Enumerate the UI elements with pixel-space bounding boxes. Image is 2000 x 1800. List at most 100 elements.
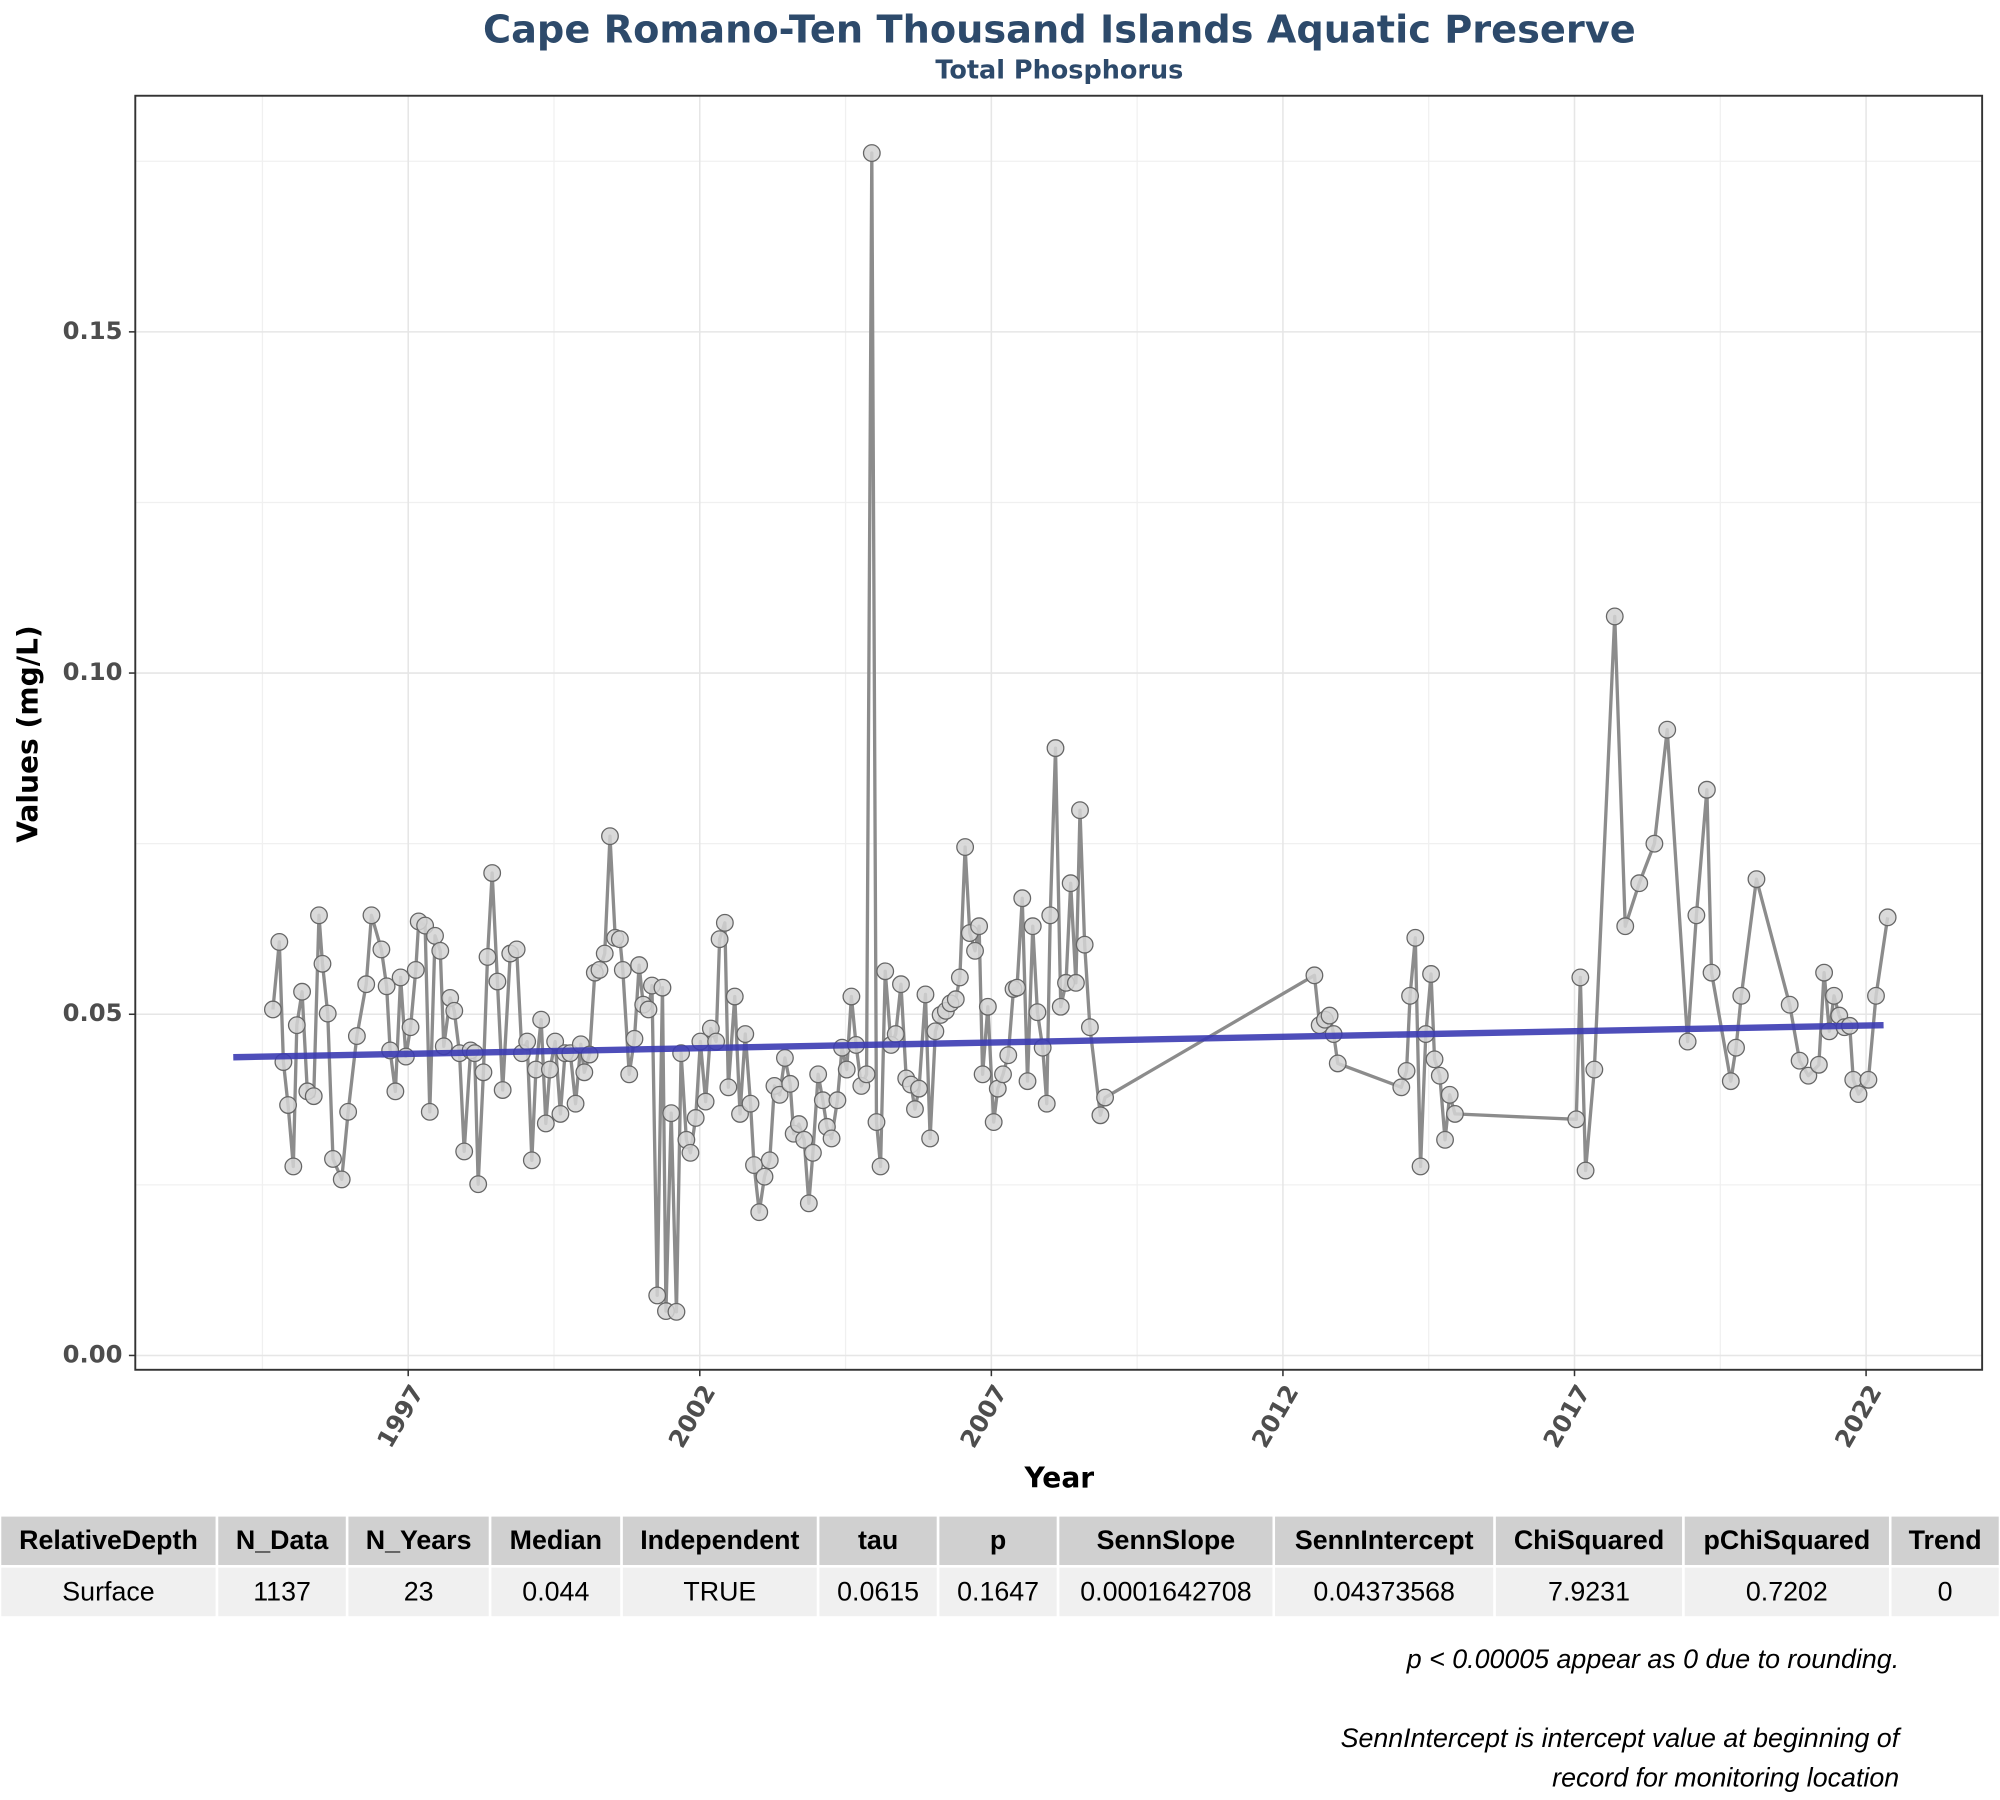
data-point bbox=[1702, 963, 1721, 982]
table-cell bbox=[620, 1565, 820, 1619]
data-point bbox=[610, 930, 629, 949]
data-point bbox=[1780, 995, 1799, 1014]
cell-text: 1137 bbox=[253, 1576, 311, 1606]
data-point bbox=[263, 1000, 282, 1019]
data-point bbox=[590, 960, 609, 979]
data-point bbox=[984, 1113, 1003, 1132]
cell-text: 7.9231 bbox=[1548, 1576, 1630, 1606]
data-point bbox=[304, 1087, 323, 1106]
data-point bbox=[332, 1170, 351, 1189]
data-point bbox=[1440, 1085, 1459, 1104]
data-point bbox=[1080, 1018, 1099, 1037]
data-point bbox=[1392, 1078, 1411, 1097]
chart-subtitle: Total Phosphorus bbox=[935, 55, 1183, 85]
data-point bbox=[876, 962, 895, 981]
data-point bbox=[1406, 928, 1425, 947]
header-text: pChiSquared bbox=[1703, 1525, 1870, 1555]
data-point bbox=[601, 827, 619, 846]
data-point bbox=[795, 1130, 814, 1149]
header-cell bbox=[1056, 1514, 1276, 1568]
data-point bbox=[1320, 1006, 1339, 1025]
data-point bbox=[710, 930, 729, 949]
data-point bbox=[420, 1102, 439, 1121]
data-point bbox=[474, 1063, 493, 1082]
header-cell bbox=[620, 1514, 820, 1568]
data-point bbox=[1721, 1072, 1740, 1091]
cell-text: 0.1647 bbox=[957, 1576, 1039, 1606]
data-point bbox=[719, 1078, 738, 1097]
cell-text: 0.04373568 bbox=[1313, 1576, 1455, 1606]
data-point bbox=[1658, 720, 1677, 739]
data-point bbox=[696, 1092, 715, 1111]
data-point bbox=[324, 1149, 342, 1168]
header-cell bbox=[345, 1514, 492, 1568]
data-point bbox=[1051, 997, 1070, 1016]
y-tick-label: 0.10 bbox=[63, 657, 123, 686]
x-tick-label: 2007 bbox=[954, 1380, 1013, 1453]
data-point bbox=[377, 977, 396, 996]
data-point bbox=[1799, 1066, 1818, 1085]
data-point bbox=[1878, 908, 1897, 927]
data-point bbox=[750, 1203, 769, 1222]
data-point bbox=[775, 1048, 794, 1067]
data-point bbox=[540, 1060, 559, 1079]
data-point bbox=[575, 1063, 594, 1082]
data-point bbox=[426, 926, 444, 945]
table-cell bbox=[1682, 1565, 1892, 1619]
chart-title: Cape Romano-Ten Thousand Islands Aquatic… bbox=[483, 7, 1636, 52]
data-point bbox=[1430, 1066, 1449, 1085]
data-point bbox=[1091, 1106, 1110, 1125]
data-point bbox=[318, 1004, 337, 1023]
data-point bbox=[667, 1302, 686, 1321]
data-point bbox=[926, 1022, 945, 1041]
data-point bbox=[789, 1115, 808, 1134]
x-tick-label: 2022 bbox=[1829, 1380, 1888, 1453]
data-point bbox=[686, 1109, 705, 1127]
data-point bbox=[1727, 1038, 1745, 1057]
data-point bbox=[1446, 1104, 1464, 1123]
data-point bbox=[1605, 607, 1624, 626]
data-point bbox=[1041, 906, 1060, 925]
header-cell bbox=[936, 1514, 1060, 1568]
data-point bbox=[1585, 1060, 1604, 1079]
data-point bbox=[478, 947, 497, 966]
data-point bbox=[1013, 889, 1032, 908]
data-point bbox=[886, 1025, 905, 1043]
data-point bbox=[1425, 1050, 1444, 1069]
data-point bbox=[1616, 917, 1635, 936]
data-point bbox=[715, 913, 734, 932]
footnote: SennIntercept is intercept value at begi… bbox=[1341, 1723, 1902, 1753]
data-point bbox=[445, 1001, 464, 1020]
data-point bbox=[536, 1114, 555, 1133]
x-tick-label: 2002 bbox=[662, 1380, 721, 1453]
trend-line bbox=[233, 1021, 1884, 1061]
stats-table: RelativeDepth N_Data N_Years Median Independ… bbox=[0, 1514, 2000, 1619]
data-point bbox=[483, 864, 502, 882]
data-point bbox=[1732, 986, 1751, 1005]
header-cell bbox=[816, 1514, 940, 1568]
data-point bbox=[736, 1025, 755, 1043]
data-point bbox=[978, 997, 997, 1016]
data-point bbox=[566, 1094, 585, 1113]
data-point bbox=[867, 1113, 886, 1132]
data-point bbox=[1401, 986, 1419, 1005]
data-point bbox=[625, 1029, 644, 1048]
data-point bbox=[357, 975, 376, 994]
data-point bbox=[966, 941, 984, 960]
data-point bbox=[653, 978, 672, 997]
data-point bbox=[1809, 1055, 1828, 1074]
data-point bbox=[488, 972, 507, 991]
header-text: Trend bbox=[1909, 1525, 1982, 1555]
data-point bbox=[1747, 870, 1766, 889]
data-point bbox=[313, 954, 332, 973]
table-cell bbox=[936, 1565, 1060, 1619]
data-point bbox=[270, 932, 289, 951]
table-cell bbox=[816, 1565, 940, 1619]
data-point bbox=[347, 1027, 366, 1046]
header-cell bbox=[1272, 1514, 1496, 1568]
data-point bbox=[1859, 1070, 1878, 1089]
data-point bbox=[532, 1010, 551, 1029]
data-point bbox=[970, 917, 989, 936]
data-point bbox=[799, 1194, 818, 1213]
